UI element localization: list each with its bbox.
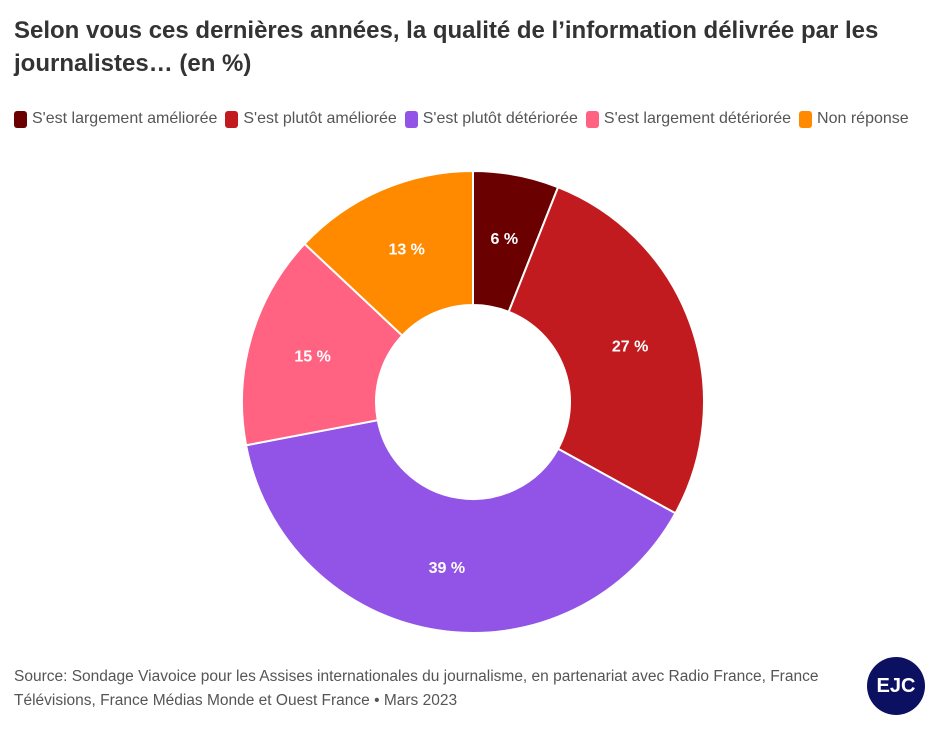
legend-label: Non réponse — [817, 110, 909, 127]
legend-item: Non réponse — [799, 107, 909, 131]
source-note: Source: Sondage Viavoice pour les Assise… — [14, 668, 819, 709]
donut-slice — [507, 185, 705, 515]
data-label: 15 % — [294, 348, 330, 365]
legend-item: S'est plutôt améliorée — [225, 107, 397, 131]
data-label: 39 % — [429, 560, 465, 577]
donut-slice — [244, 419, 677, 634]
data-label: 27 % — [612, 338, 648, 355]
legend-label: S'est largement améliorée — [32, 110, 218, 127]
data-label: 13 % — [388, 242, 424, 259]
ejc-logo: EJC — [867, 657, 925, 715]
legend-item: S'est plutôt détériorée — [404, 107, 578, 131]
donut-slice — [241, 242, 404, 447]
legend-label: S'est plutôt détériorée — [422, 110, 578, 127]
legend-swatch — [225, 110, 239, 128]
chart-title: Selon vous ces dernières années, la qual… — [14, 17, 879, 77]
legend-label: S'est plutôt améliorée — [243, 110, 397, 127]
legend-item: S'est largement améliorée — [14, 107, 217, 131]
legend-swatch — [799, 110, 813, 128]
legend-item: S'est largement détériorée — [585, 107, 792, 131]
legend-swatch — [404, 110, 418, 128]
legend-swatch — [585, 110, 599, 128]
legend-label: S'est largement détériorée — [603, 110, 792, 127]
data-label: 6 % — [491, 231, 519, 248]
donut-slice — [303, 169, 474, 338]
legend-swatch — [14, 110, 27, 128]
legend: S'est largement améliorée S'est plutôt am… — [14, 107, 924, 136]
